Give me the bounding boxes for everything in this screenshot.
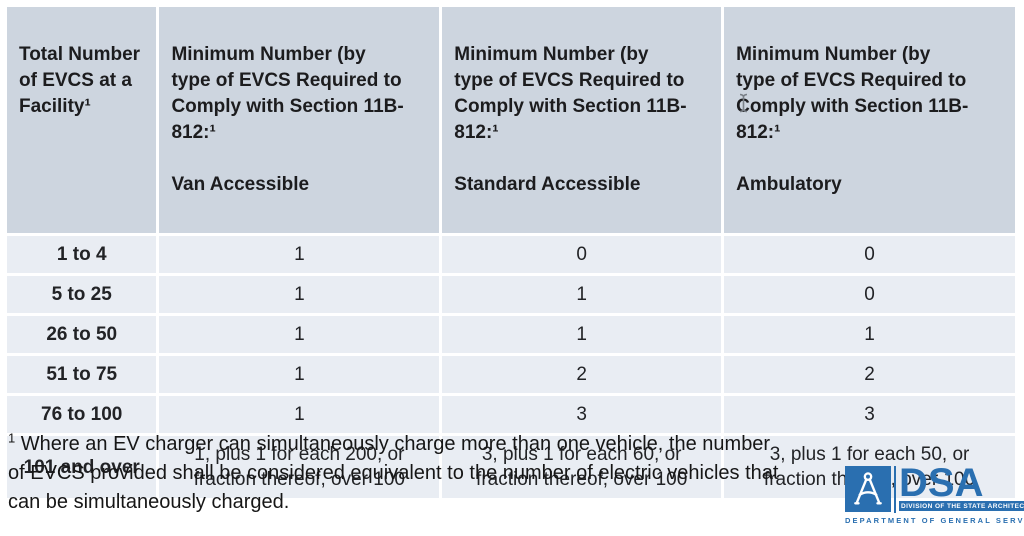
cell-range: 76 to 100	[7, 396, 157, 433]
header-total-evcs: Total Number of EVCS at a Facility¹	[7, 7, 157, 233]
cell-van: 1	[159, 236, 440, 273]
footnote: 1 Where an EV charger can simultaneously…	[8, 430, 838, 517]
header-van-accessible: Minimum Number (by type of EVCS Required…	[159, 7, 440, 233]
table-row: 26 to 50 1 1 1	[7, 316, 1015, 353]
cell-ambulatory: 3	[724, 396, 1015, 433]
header-van-subtitle: Van Accessible	[171, 174, 310, 195]
header-row: Total Number of EVCS at a Facility¹ Mini…	[7, 7, 1015, 233]
cell-range: 1 to 4	[7, 236, 157, 273]
cell-ambulatory: 2	[724, 356, 1015, 393]
table-row: 5 to 25 1 1 0	[7, 276, 1015, 313]
cell-van: 1	[159, 276, 440, 313]
cell-range: 5 to 25	[7, 276, 157, 313]
cell-van: 1	[159, 396, 440, 433]
cell-standard: 3	[442, 396, 722, 433]
header-standard-title: Minimum Number (by type of EVCS Required…	[454, 44, 687, 143]
cell-range: 101 and over	[7, 436, 157, 498]
dsa-department-label: DEPARTMENT OF GENERAL SERVICES	[845, 516, 1024, 525]
header-standard-accessible: Minimum Number (by type of EVCS Required…	[442, 7, 722, 233]
cell-range: 51 to 75	[7, 356, 157, 393]
dsa-logo-top: DSA DIVISION OF THE STATE ARCHITECT	[845, 463, 1024, 513]
cell-van: 1	[159, 316, 440, 353]
cell-ambulatory: 1	[724, 316, 1015, 353]
dsa-division-label: DIVISION OF THE STATE ARCHITECT	[899, 501, 1024, 511]
footnote-text: Where an EV charger can simultaneously c…	[8, 433, 779, 513]
cell-standard: 1	[442, 276, 722, 313]
cell-standard: 1	[442, 316, 722, 353]
evcs-requirements-table: Total Number of EVCS at a Facility¹ Mini…	[4, 4, 1018, 501]
cell-ambulatory: 0	[724, 276, 1015, 313]
header-total-evcs-title: Total Number of EVCS at a Facility¹	[19, 44, 141, 117]
table-row: 76 to 100 1 3 3	[7, 396, 1015, 433]
header-standard-subtitle: Standard Accessible	[454, 174, 641, 195]
header-ambulatory-subtitle: Ambulatory	[736, 174, 842, 195]
cell-standard: 3, plus 1 for each 60, or fraction there…	[442, 436, 722, 498]
cell-range: 26 to 50	[7, 316, 157, 353]
header-ambulatory-title: Minimum Number (by type of EVCS Required…	[736, 44, 969, 143]
table-row: 1 to 4 1 0 0	[7, 236, 1015, 273]
footnote-marker: 1	[8, 430, 16, 446]
header-van-title: Minimum Number (by type of EVCS Required…	[171, 44, 404, 143]
cell-van: 1	[159, 356, 440, 393]
compass-icon	[845, 466, 891, 512]
dsa-acronym: DSA	[899, 461, 984, 505]
cell-ambulatory: 0	[724, 236, 1015, 273]
dsa-logo: DSA DIVISION OF THE STATE ARCHITECT DEPA…	[845, 463, 1024, 525]
header-ambulatory: Minimum Number (by type of EVCS Required…	[724, 7, 1015, 233]
table-row: 51 to 75 1 2 2	[7, 356, 1015, 393]
dsa-logo-right: DSA DIVISION OF THE STATE ARCHITECT	[894, 461, 1024, 513]
cell-standard: 0	[442, 236, 722, 273]
cell-standard: 2	[442, 356, 722, 393]
cell-van: 1, plus 1 for each 200, or fraction ther…	[159, 436, 440, 498]
